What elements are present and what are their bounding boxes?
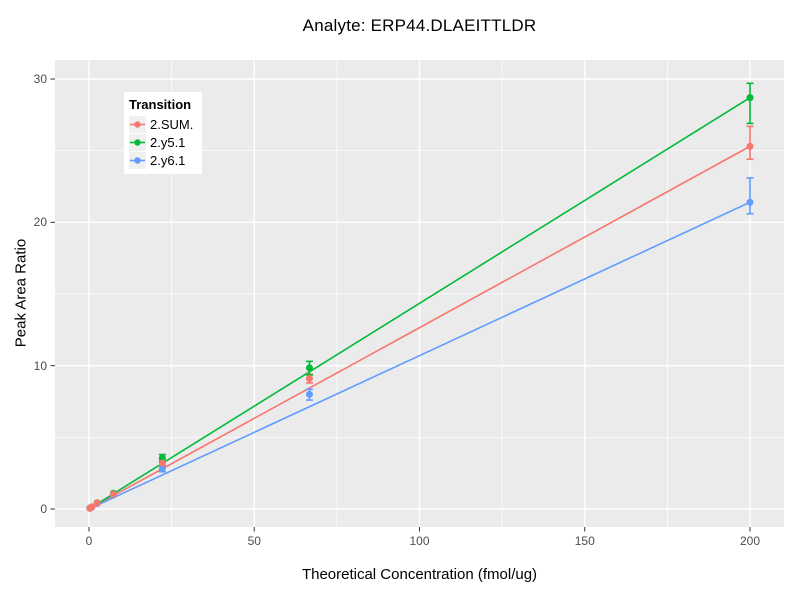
data-point-series-0 (93, 499, 101, 507)
data-point-series-1 (158, 454, 166, 462)
legend-label: 2.SUM. (150, 116, 194, 132)
fit-line-series-0 (88, 145, 751, 510)
x-tick-label-100: 100 (409, 534, 430, 548)
x-tick-label-200: 200 (739, 534, 761, 548)
legend-item-2y61: 2.y6.1 (129, 151, 193, 169)
y-axis-title: Peak Area Ratio (12, 238, 30, 348)
data-point-series-0 (109, 490, 117, 498)
legend-label: 2.y5.1 (150, 134, 186, 150)
legend-item-2y51: 2.y5.1 (129, 133, 193, 151)
data-point-series-0 (158, 459, 166, 467)
chart-title: Analyte: ERP44.DLAEITTLDR (302, 16, 537, 35)
y-tick-label-30: 30 (33, 72, 47, 86)
legend: Transition 2.SUM. 2.y5.1 (124, 92, 203, 174)
data-point-series-0 (746, 142, 754, 150)
legend-title: Transition (129, 97, 192, 112)
fit-line-series-2 (88, 201, 751, 510)
y-tick-label-0: 0 (40, 502, 47, 516)
data-point-series-1 (305, 364, 313, 372)
x-tick-label-50: 50 (247, 534, 261, 548)
x-tick-label-0: 0 (85, 534, 93, 548)
data-point-series-2 (158, 465, 166, 473)
y-tick-label-10: 10 (33, 358, 47, 373)
data-point-series-1 (746, 94, 754, 102)
legend-label: 2.y6.1 (150, 152, 186, 168)
legend-key-line-dot-glyph (129, 151, 146, 169)
fit-line-series-1 (88, 96, 751, 510)
y-tick-label-20: 20 (33, 215, 47, 230)
x-tick-label-150: 150 (574, 534, 595, 548)
data-point-series-2 (746, 198, 754, 206)
legend-key-line-dot-glyph (129, 133, 146, 151)
data-point-series-2 (305, 390, 313, 398)
data-point-series-0 (88, 503, 96, 511)
x-axis-title: Theoretical Concentration (fmol/ug) (301, 566, 538, 583)
legend-key-line-dot-glyph (129, 115, 146, 133)
data-point-series-0 (305, 375, 313, 383)
legend-item-2sum: 2.SUM. (129, 115, 193, 133)
